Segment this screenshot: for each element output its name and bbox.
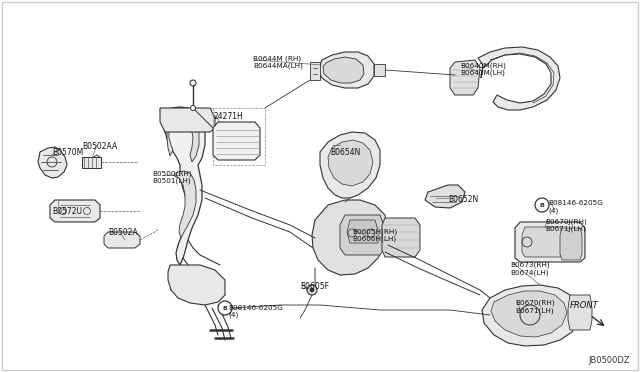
Text: B0572U: B0572U — [52, 207, 82, 216]
Polygon shape — [174, 171, 196, 238]
Polygon shape — [104, 232, 140, 248]
Text: JB0500DZ: JB0500DZ — [588, 356, 630, 365]
Polygon shape — [213, 122, 260, 160]
Polygon shape — [318, 52, 374, 88]
Text: B0644M (RH)
B0644MA(LH): B0644M (RH) B0644MA(LH) — [253, 55, 303, 69]
Text: B0670J(RH)
B0671J(LH): B0670J(RH) B0671J(LH) — [545, 218, 587, 232]
Text: B08146-6205G
(4): B08146-6205G (4) — [548, 200, 603, 214]
Text: B0652N: B0652N — [448, 195, 478, 204]
Polygon shape — [491, 291, 567, 337]
Circle shape — [535, 198, 549, 212]
Circle shape — [307, 285, 317, 295]
Text: B0502A: B0502A — [108, 228, 138, 237]
Text: B0605H(RH)
B0606H(LH): B0605H(RH) B0606H(LH) — [352, 228, 397, 242]
Polygon shape — [168, 265, 225, 305]
Polygon shape — [312, 200, 388, 275]
Polygon shape — [82, 157, 101, 168]
Text: B0500(RH)
B0501(LH): B0500(RH) B0501(LH) — [152, 170, 191, 184]
Polygon shape — [425, 185, 465, 208]
Circle shape — [191, 106, 195, 110]
Polygon shape — [568, 295, 592, 330]
Text: B0570M: B0570M — [52, 148, 83, 157]
Text: B0640M(RH)
B0641M(LH): B0640M(RH) B0641M(LH) — [460, 62, 506, 76]
Polygon shape — [515, 222, 585, 262]
Text: B0673(RH)
B0674(LH): B0673(RH) B0674(LH) — [510, 262, 550, 276]
Text: B0670(RH)
B0671(LH): B0670(RH) B0671(LH) — [515, 300, 555, 314]
Polygon shape — [160, 108, 215, 132]
Polygon shape — [38, 147, 67, 178]
Polygon shape — [323, 57, 364, 83]
Polygon shape — [328, 140, 373, 186]
Text: B: B — [223, 305, 227, 311]
Polygon shape — [347, 220, 378, 243]
Polygon shape — [50, 200, 100, 222]
Polygon shape — [382, 218, 420, 257]
Polygon shape — [163, 107, 205, 265]
Polygon shape — [310, 62, 320, 80]
Circle shape — [218, 301, 232, 315]
Polygon shape — [522, 227, 563, 257]
Polygon shape — [374, 64, 385, 76]
Polygon shape — [167, 113, 199, 162]
Circle shape — [310, 288, 314, 292]
Text: FRONT: FRONT — [570, 301, 599, 310]
Polygon shape — [478, 47, 560, 110]
Polygon shape — [560, 228, 582, 260]
Polygon shape — [482, 285, 578, 346]
Text: B0605F: B0605F — [300, 282, 329, 291]
Polygon shape — [320, 132, 380, 198]
Text: B0654N: B0654N — [330, 148, 360, 157]
Polygon shape — [450, 60, 480, 95]
Text: B: B — [540, 202, 545, 208]
Polygon shape — [340, 215, 385, 255]
Text: B0502AA: B0502AA — [82, 142, 117, 151]
Text: B08146-6205G
(4): B08146-6205G (4) — [228, 305, 283, 318]
Text: 24271H: 24271H — [213, 112, 243, 121]
